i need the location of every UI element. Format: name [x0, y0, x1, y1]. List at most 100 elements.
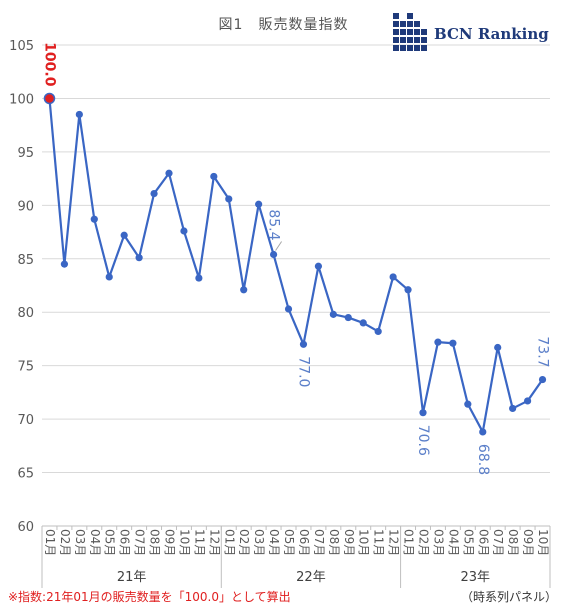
data-point: [374, 327, 382, 336]
footnote: ※指数:21年01月の販売数量を「100.0」として算出: [8, 590, 291, 604]
y-tick-label: 85: [17, 253, 34, 268]
data-point: [284, 305, 293, 313]
data-point: [255, 200, 263, 208]
data-point: [314, 262, 323, 270]
x-axis: 01月 02月 03月 04月 05月 06月 07月 08月 09月 10月 11月 12月 01月 0…: [41, 526, 551, 588]
x-tick-label: 07月: [312, 529, 326, 556]
data-point: [389, 273, 397, 281]
y-tick-label: 100: [9, 92, 34, 107]
data-point: [329, 310, 337, 318]
data-point: [464, 400, 472, 408]
x-tick-label: 02月: [58, 529, 72, 556]
series-polyline: [48, 98, 544, 434]
bcn-logo: BCN Ranking: [393, 13, 558, 53]
x-tick-label: 01月: [402, 529, 416, 556]
data-point: [60, 260, 69, 268]
data-point: [195, 274, 203, 282]
x-tick-label: 05月: [282, 529, 296, 556]
x-tick-label: 10月: [536, 529, 550, 556]
x-tick-label: 06月: [297, 529, 311, 556]
x-tick-label: 07月: [491, 529, 505, 556]
x-tick-label: 03月: [431, 529, 445, 556]
logo-grid-icon: [393, 13, 427, 51]
data-point: [299, 340, 308, 348]
x-tick-label: 08月: [148, 529, 162, 556]
y-tick-label: 65: [17, 467, 34, 482]
label-leader-line: [275, 241, 283, 251]
y-tick-label: 95: [17, 146, 34, 161]
data-label: 77.0: [295, 356, 311, 387]
data-point: [404, 286, 412, 294]
x-tick-label: 04月: [446, 529, 460, 556]
data-label: 73.7: [535, 336, 551, 367]
x-tick-label: 03月: [252, 529, 266, 556]
data-point: [120, 231, 128, 239]
data-point: [225, 195, 233, 203]
x-tick-label: 08月: [506, 529, 520, 556]
data-point: [509, 404, 517, 413]
data-label: 85.4: [266, 209, 282, 240]
data-point: [449, 339, 457, 347]
series-line: [43, 92, 547, 436]
x-tick-label: 08月: [327, 529, 341, 556]
x-tick-label: 07月: [133, 529, 147, 556]
x-tick-label: 05月: [103, 529, 117, 556]
year-label: 23年: [461, 570, 491, 585]
y-tick-label: 90: [17, 199, 34, 214]
x-tick-label: 01月: [222, 529, 236, 556]
x-tick-label: 12月: [207, 529, 221, 556]
y-tick-label: 80: [17, 306, 34, 321]
year-label: 22年: [296, 570, 326, 585]
source-label: （時系列パネル）: [460, 590, 557, 604]
data-point: [90, 215, 98, 223]
x-tick-label: 01月: [43, 529, 57, 556]
logo-text: BCN Ranking: [434, 25, 549, 43]
y-tick-label: 70: [17, 413, 34, 428]
x-tick-label: 09月: [342, 529, 356, 556]
data-point: [523, 397, 532, 405]
x-tick-label: 04月: [88, 529, 102, 556]
y-tick-label: 75: [17, 360, 34, 375]
x-tick-label: 11月: [372, 529, 386, 556]
data-point: [479, 428, 487, 436]
data-point: [344, 313, 352, 322]
x-tick-label: 10月: [177, 529, 191, 556]
data-point: [419, 409, 427, 417]
x-tick-label: 04月: [267, 529, 281, 556]
y-tick-label: 105: [9, 39, 34, 54]
x-tick-label: 03月: [73, 529, 87, 556]
x-tick-label: 10月: [357, 529, 371, 556]
y-tick-label: 60: [17, 520, 34, 535]
data-label: 100.0: [41, 42, 57, 87]
data-point: [240, 286, 248, 294]
year-label: 21年: [117, 570, 147, 585]
data-point: [359, 319, 367, 327]
y-axis: 60 65 70 75 80 85 90 95 100 105: [9, 39, 34, 535]
x-tick-label: 02月: [237, 529, 251, 556]
data-point-highlight: [43, 92, 56, 105]
chart-title: 図1 販売数量指数: [218, 17, 349, 33]
x-tick-label: 05月: [461, 529, 475, 556]
data-point: [150, 189, 158, 198]
grid-lines: [42, 44, 550, 527]
data-labels: 100.0 85.4 77.0 70.6 68.8 73.7: [41, 42, 550, 475]
data-point: [165, 169, 173, 177]
data-point: [434, 338, 442, 346]
data-point: [210, 172, 218, 181]
data-point: [135, 254, 143, 262]
data-point: [538, 375, 547, 384]
data-label: 68.8: [475, 444, 491, 475]
data-point: [269, 250, 278, 259]
x-tick-label: 12月: [387, 529, 401, 556]
data-point: [494, 343, 502, 352]
x-tick-label: 06月: [118, 529, 132, 556]
data-point: [180, 227, 188, 235]
x-tick-label: 06月: [476, 529, 490, 556]
data-label: 70.6: [415, 425, 431, 456]
data-point: [75, 110, 83, 119]
data-point: [105, 273, 113, 281]
x-tick-label: 09月: [521, 529, 535, 556]
x-tick-label: 09月: [163, 529, 177, 556]
x-tick-label: 02月: [417, 529, 431, 556]
